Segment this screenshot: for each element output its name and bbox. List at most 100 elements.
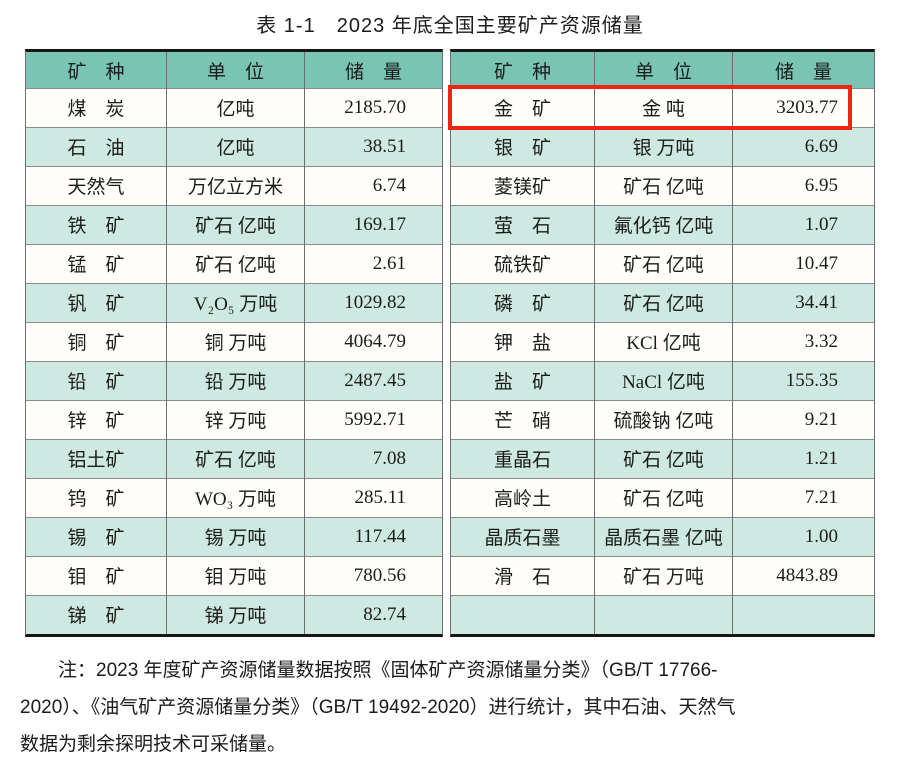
reserve-value-cell: 155.35 [732,361,874,400]
reserve-value-cell: 3203.77 [732,88,874,127]
mineral-name-cell: 铝土矿 [67,450,125,471]
mineral-name-cell: 锌 矿 [67,411,125,432]
table-row: 铝土矿 矿石 亿吨 7.08 [26,439,442,478]
mineral-name-cell: 滑 石 [493,567,551,588]
right-table-body: 金 矿 金 吨 3203.77 银 矿 银 万吨 6.69 菱镁矿 矿石 亿吨 … [448,85,874,634]
tables-container: 矿 种 单 位 储 量 煤 炭 亿吨 2185.70 石 油 亿吨 38.51 … [25,49,875,637]
reserve-value-cell: 4064.79 [304,322,442,361]
reserve-value-cell: 1.07 [732,205,874,244]
table-row: 重晶石 矿石 亿吨 1.21 [451,439,874,478]
table-row: 钼 矿 钼 万吨 780.56 [26,556,442,595]
table-row: 萤 石 氟化钙 亿吨 1.07 [451,205,874,244]
table-row: 硫铁矿 矿石 亿吨 10.47 [451,244,874,283]
unit-cell: 铜 万吨 [166,322,304,361]
footnote-line: 注：2023 年度矿产资源储量数据按照《固体矿产资源储量分类》（GB/T 177… [58,660,718,681]
reserve-value-cell: 780.56 [304,556,442,595]
table-row: 煤 炭 亿吨 2185.70 [26,88,442,127]
table-title: 表 1-1 2023 年底全国主要矿产资源储量 [256,15,644,37]
column-header-reserve: 储 量 [732,52,874,88]
unit-cell: 晶质石墨 亿吨 [594,517,732,556]
table-row: 石 油 亿吨 38.51 [26,127,442,166]
mineral-name-cell: 锡 矿 [67,528,125,549]
table-row: 芒 硝 硫酸钠 亿吨 9.21 [451,400,874,439]
unit-cell: 矿石 亿吨 [594,244,732,283]
mineral-name-cell: 银 矿 [493,138,551,159]
mineral-name-cell: 钒 矿 [67,294,125,315]
table-row: 高岭土 矿石 亿吨 7.21 [451,478,874,517]
unit-cell: 锌 万吨 [166,400,304,439]
unit-cell: 矿石 亿吨 [594,283,732,322]
column-header-unit: 单 位 [594,52,732,88]
reserve-value-cell: 117.44 [304,517,442,556]
unit-cell: 银 万吨 [594,127,732,166]
unit-cell: 硫酸钠 亿吨 [594,400,732,439]
unit-cell: 氟化钙 亿吨 [594,205,732,244]
mineral-name-cell: 钾 盐 [493,333,551,354]
unit-cell: V₂O₅ 万吨 [166,283,304,322]
unit-cell: 矿石 亿吨 [594,478,732,517]
mineral-name-cell: 煤 炭 [67,99,125,120]
reserve-value-cell: 10.47 [732,244,874,283]
reserve-value-cell: 34.41 [732,283,874,322]
table-row: 锑 矿 锑 万吨 82.74 [26,595,442,634]
reserve-value-cell: 2.61 [304,244,442,283]
table-row: 钒 矿 V₂O₅ 万吨 1029.82 [26,283,442,322]
reserve-value-cell: 9.21 [732,400,874,439]
mineral-name-cell: 萤 石 [493,216,551,237]
reserve-value-cell: 169.17 [304,205,442,244]
reserve-value-cell: 38.51 [304,127,442,166]
unit-cell: 亿吨 [166,88,304,127]
unit-cell: 矿石 亿吨 [166,205,304,244]
table-row: 金 矿 金 吨 3203.77 [448,85,874,130]
reserve-value-cell: 3.32 [732,322,874,361]
reserve-value-cell: 285.11 [304,478,442,517]
table-row: 滑 石 矿石 万吨 4843.89 [451,556,874,595]
column-header-mineral: 矿 种 [67,61,125,83]
footnote-line: 2020）、《油气矿产资源储量分类》（GB/T 19492-2020）进行统计，… [20,697,736,718]
left-table-body: 煤 炭 亿吨 2185.70 石 油 亿吨 38.51 天然气 万亿立方米 6.… [26,88,442,634]
unit-cell: 铅 万吨 [166,361,304,400]
mineral-name-cell: 磷 矿 [493,294,551,315]
unit-cell: 矿石 亿吨 [166,439,304,478]
mineral-name-cell: 锰 矿 [67,255,125,276]
unit-cell: 矿石 亿吨 [166,244,304,283]
table-row: 磷 矿 矿石 亿吨 34.41 [451,283,874,322]
mineral-name-cell: 铜 矿 [67,333,125,354]
unit-cell: 锡 万吨 [166,517,304,556]
mineral-name-cell [451,595,594,634]
mineral-name-cell: 高岭土 [493,489,551,510]
table-row: 锡 矿 锡 万吨 117.44 [26,517,442,556]
reserve-value-cell: 6.74 [304,166,442,205]
table-row: 锰 矿 矿石 亿吨 2.61 [26,244,442,283]
reserve-value-cell: 1.00 [732,517,874,556]
table-footnote: 注：2023 年度矿产资源储量数据按照《固体矿产资源储量分类》（GB/T 177… [20,652,880,763]
footnote-line: 数据为剩余探明技术可采储量。 [20,734,287,755]
mineral-name-cell: 钨 矿 [67,489,125,510]
left-table: 矿 种 单 位 储 量 煤 炭 亿吨 2185.70 石 油 亿吨 38.51 … [25,49,443,637]
unit-cell: KCl 亿吨 [594,322,732,361]
unit-cell: 矿石 万吨 [594,556,732,595]
table-row: 钨 矿 WO₃ 万吨 285.11 [26,478,442,517]
mineral-name-cell: 菱镁矿 [493,177,551,198]
reserve-value-cell: 7.08 [304,439,442,478]
table-row [451,595,874,634]
left-table-header: 矿 种 单 位 储 量 [26,52,442,88]
mineral-name-cell: 芒 硝 [493,411,551,432]
table-row: 锌 矿 锌 万吨 5992.71 [26,400,442,439]
column-header-unit: 单 位 [166,52,304,88]
reserve-value-cell: 6.95 [732,166,874,205]
reserve-value-cell: 82.74 [304,595,442,634]
table-row: 银 矿 银 万吨 6.69 [451,127,874,166]
reserve-value-cell: 2185.70 [304,88,442,127]
right-table: 矿 种 单 位 储 量 金 矿 金 吨 3203.77 银 矿 银 万吨 6.6… [448,49,875,637]
table-row: 铜 矿 铜 万吨 4064.79 [26,322,442,361]
unit-cell: 钼 万吨 [166,556,304,595]
unit-cell: NaCl 亿吨 [594,361,732,400]
mineral-name-cell: 铅 矿 [67,372,125,393]
table-row: 钾 盐 KCl 亿吨 3.32 [451,322,874,361]
table-row: 铁 矿 矿石 亿吨 169.17 [26,205,442,244]
unit-cell: WO₃ 万吨 [166,478,304,517]
mineral-name-cell: 钼 矿 [67,567,125,588]
reserve-value-cell: 7.21 [732,478,874,517]
reserve-value-cell: 4843.89 [732,556,874,595]
